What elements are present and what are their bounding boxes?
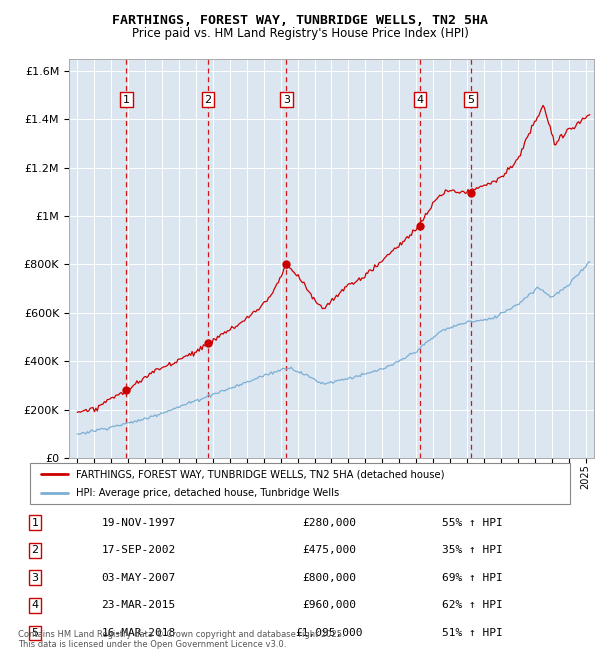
Text: 2: 2	[31, 545, 38, 555]
Text: 17-SEP-2002: 17-SEP-2002	[101, 545, 176, 555]
Text: 4: 4	[31, 601, 38, 610]
Text: Price paid vs. HM Land Registry's House Price Index (HPI): Price paid vs. HM Land Registry's House …	[131, 27, 469, 40]
Text: 16-MAR-2018: 16-MAR-2018	[101, 628, 176, 638]
Text: £475,000: £475,000	[302, 545, 356, 555]
Text: 2: 2	[205, 95, 212, 105]
Text: 3: 3	[32, 573, 38, 583]
Text: 5: 5	[467, 95, 474, 105]
Text: £1,095,000: £1,095,000	[295, 628, 362, 638]
Text: 1: 1	[123, 95, 130, 105]
Text: £280,000: £280,000	[302, 518, 356, 528]
Text: 3: 3	[283, 95, 290, 105]
Text: 51% ↑ HPI: 51% ↑ HPI	[442, 628, 503, 638]
FancyBboxPatch shape	[30, 463, 570, 504]
Text: 23-MAR-2015: 23-MAR-2015	[101, 601, 176, 610]
Text: 4: 4	[416, 95, 424, 105]
Text: 19-NOV-1997: 19-NOV-1997	[101, 518, 176, 528]
Text: £960,000: £960,000	[302, 601, 356, 610]
Text: 62% ↑ HPI: 62% ↑ HPI	[442, 601, 503, 610]
Text: £800,000: £800,000	[302, 573, 356, 583]
Text: FARTHINGS, FOREST WAY, TUNBRIDGE WELLS, TN2 5HA (detached house): FARTHINGS, FOREST WAY, TUNBRIDGE WELLS, …	[76, 469, 445, 479]
Text: 1: 1	[32, 518, 38, 528]
Text: 55% ↑ HPI: 55% ↑ HPI	[442, 518, 503, 528]
Text: 5: 5	[32, 628, 38, 638]
Text: FARTHINGS, FOREST WAY, TUNBRIDGE WELLS, TN2 5HA: FARTHINGS, FOREST WAY, TUNBRIDGE WELLS, …	[112, 14, 488, 27]
Text: 03-MAY-2007: 03-MAY-2007	[101, 573, 176, 583]
Text: 69% ↑ HPI: 69% ↑ HPI	[442, 573, 503, 583]
Text: Contains HM Land Registry data © Crown copyright and database right 2025.
This d: Contains HM Land Registry data © Crown c…	[18, 630, 344, 649]
Text: 35% ↑ HPI: 35% ↑ HPI	[442, 545, 503, 555]
Text: HPI: Average price, detached house, Tunbridge Wells: HPI: Average price, detached house, Tunb…	[76, 488, 339, 498]
